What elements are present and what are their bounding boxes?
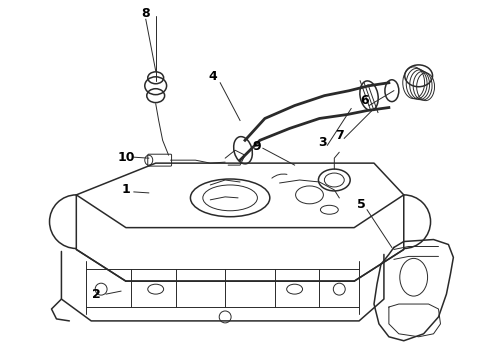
Text: 3: 3 bbox=[318, 136, 327, 149]
Text: 9: 9 bbox=[252, 140, 261, 153]
Text: 2: 2 bbox=[92, 288, 100, 301]
Text: 5: 5 bbox=[357, 198, 366, 211]
Text: 4: 4 bbox=[209, 70, 218, 83]
Text: 6: 6 bbox=[360, 94, 368, 107]
Text: 10: 10 bbox=[117, 151, 135, 164]
Text: 7: 7 bbox=[335, 129, 343, 142]
Text: 1: 1 bbox=[122, 184, 130, 197]
Text: 8: 8 bbox=[142, 7, 150, 20]
